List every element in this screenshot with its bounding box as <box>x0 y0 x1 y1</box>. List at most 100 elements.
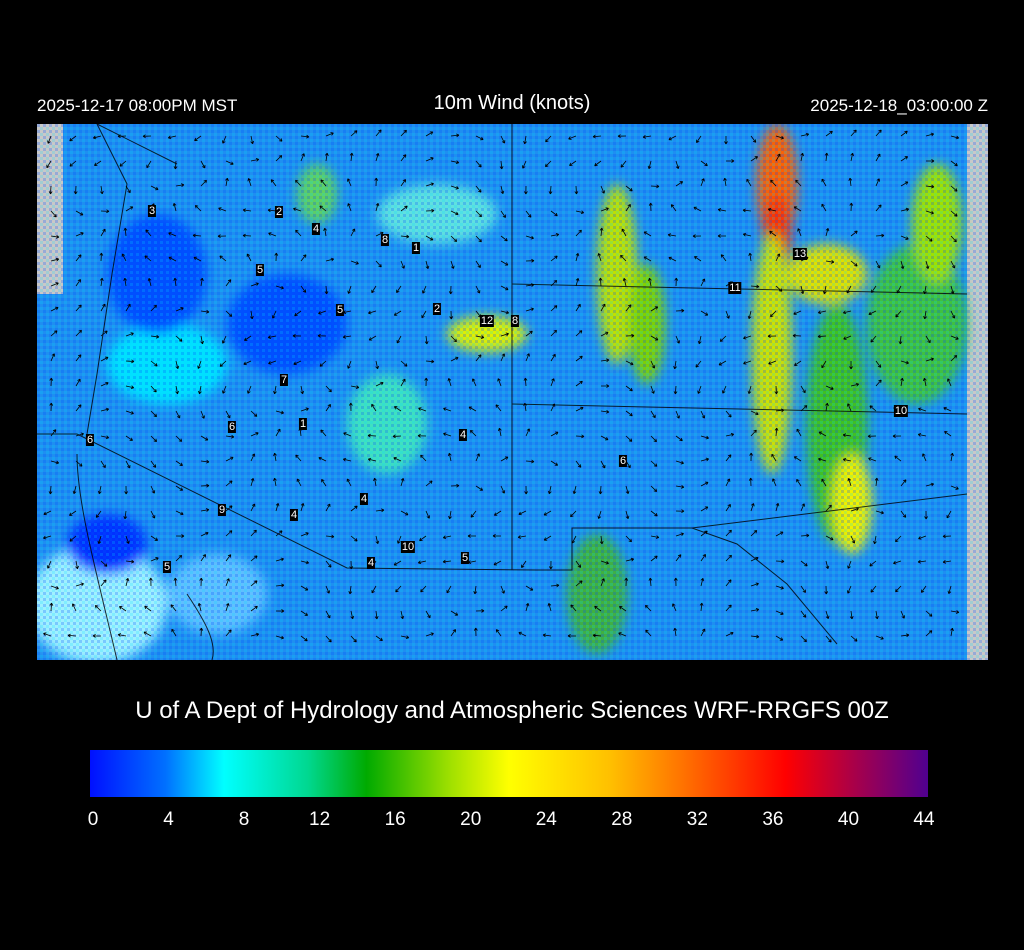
wind-arrow <box>450 160 460 165</box>
wind-arrow <box>100 209 110 214</box>
wind-arrow <box>349 560 354 570</box>
wind-arrow <box>43 632 52 637</box>
wind-arrow <box>550 305 558 312</box>
wind-arrow <box>750 556 759 562</box>
wind-arrow <box>150 460 157 468</box>
wind-arrow <box>200 435 209 441</box>
wind-arrow <box>917 559 927 564</box>
wind-arrow <box>425 260 430 270</box>
wind-arrow <box>547 485 552 495</box>
wind-arrow <box>775 253 781 262</box>
wind-arrow <box>950 260 956 269</box>
wind-arrow <box>144 255 152 262</box>
wind-arrow <box>775 285 783 292</box>
wind-arrow <box>225 530 233 537</box>
wind-arrow <box>750 410 759 416</box>
wind-arrow <box>350 130 358 137</box>
wind-arrow <box>475 335 485 339</box>
wind-arrow <box>393 310 402 316</box>
wind-arrow <box>493 560 502 566</box>
station-label: 4 <box>458 429 468 441</box>
wind-arrow <box>69 510 77 516</box>
wind-arrow <box>625 385 633 392</box>
wind-arrow <box>571 535 577 544</box>
wind-arrow <box>244 335 252 341</box>
wind-arrow <box>624 577 629 587</box>
wind-arrow <box>250 503 256 512</box>
wind-arrow <box>800 560 808 567</box>
wind-arrow <box>50 234 60 239</box>
wind-arrow <box>548 560 553 570</box>
wind-arrow <box>850 129 857 137</box>
wind-arrow <box>767 207 777 212</box>
colorbar-tick: 44 <box>913 809 935 830</box>
wind-arrow <box>950 310 956 319</box>
wind-arrow <box>868 310 877 316</box>
wind-arrow <box>874 477 879 487</box>
wind-arrow <box>175 510 184 516</box>
wind-arrow <box>925 630 933 637</box>
station-label: 1 <box>411 242 421 254</box>
wind-arrow <box>645 629 652 637</box>
wind-arrow <box>843 335 852 340</box>
wind-arrow <box>668 256 677 262</box>
wind-arrow <box>675 554 682 562</box>
wind-arrow <box>500 310 510 315</box>
wind-arrow <box>725 478 731 487</box>
wind-arrow <box>447 378 452 387</box>
wind-arrow <box>319 205 327 212</box>
wind-arrow <box>675 460 684 465</box>
wind-arrow <box>50 210 57 218</box>
station-label: 6 <box>618 455 628 467</box>
wind-arrow <box>49 402 54 412</box>
wind-arrow <box>100 407 110 412</box>
wind-arrow <box>523 402 527 412</box>
wind-arrow <box>320 179 327 187</box>
wind-arrow <box>600 303 606 312</box>
wind-arrow <box>50 460 60 465</box>
wind-arrow <box>497 378 502 387</box>
wind-arrow <box>150 185 159 191</box>
wind-arrow <box>800 385 806 394</box>
wind-arrow <box>849 610 854 620</box>
wind-arrow <box>150 485 156 494</box>
wind-arrow <box>675 485 685 489</box>
wind-arrow <box>600 185 605 194</box>
wind-arrow <box>694 256 702 262</box>
wind-arrow <box>525 235 534 240</box>
station-label: 6 <box>85 434 95 446</box>
wind-map: 3 2 4 8 1 5 5 2 12 8 13 11 7 6 1 4 10 6 6 4 9 4 10 5 4 5 <box>37 124 988 660</box>
wind-arrow <box>900 633 910 638</box>
wind-arrow <box>718 360 727 366</box>
station-label: 5 <box>162 561 172 573</box>
wind-arrow <box>525 585 534 591</box>
wind-arrow <box>73 185 78 195</box>
wind-arrow <box>125 460 131 469</box>
wind-arrow <box>425 510 431 519</box>
wind-arrow <box>870 585 877 593</box>
wind-arrow <box>550 583 560 588</box>
wind-arrow <box>92 634 102 638</box>
wind-arrow <box>575 460 582 468</box>
wind-arrow <box>75 279 81 287</box>
wind-arrow <box>246 253 252 262</box>
wind-arrow <box>775 585 784 590</box>
wind-arrow <box>150 557 159 562</box>
wind-arrow <box>250 632 260 637</box>
wind-arrow <box>950 452 954 462</box>
wind-arrow <box>925 159 935 163</box>
wind-arrow <box>875 153 881 162</box>
wind-arrow <box>619 606 627 612</box>
wind-arrow <box>349 152 354 162</box>
wind-arrow <box>371 585 377 594</box>
wind-arrow <box>550 353 556 362</box>
wind-arrow <box>300 585 309 591</box>
wind-arrow <box>548 185 553 195</box>
wind-arrow <box>150 510 156 519</box>
wind-arrow <box>300 635 308 642</box>
wind-arrow <box>774 385 779 395</box>
credit-line: U of A Dept of Hydrology and Atmospheric… <box>135 697 889 724</box>
wind-arrow <box>849 202 854 212</box>
wind-arrow <box>575 380 583 387</box>
wind-arrow <box>500 235 508 242</box>
